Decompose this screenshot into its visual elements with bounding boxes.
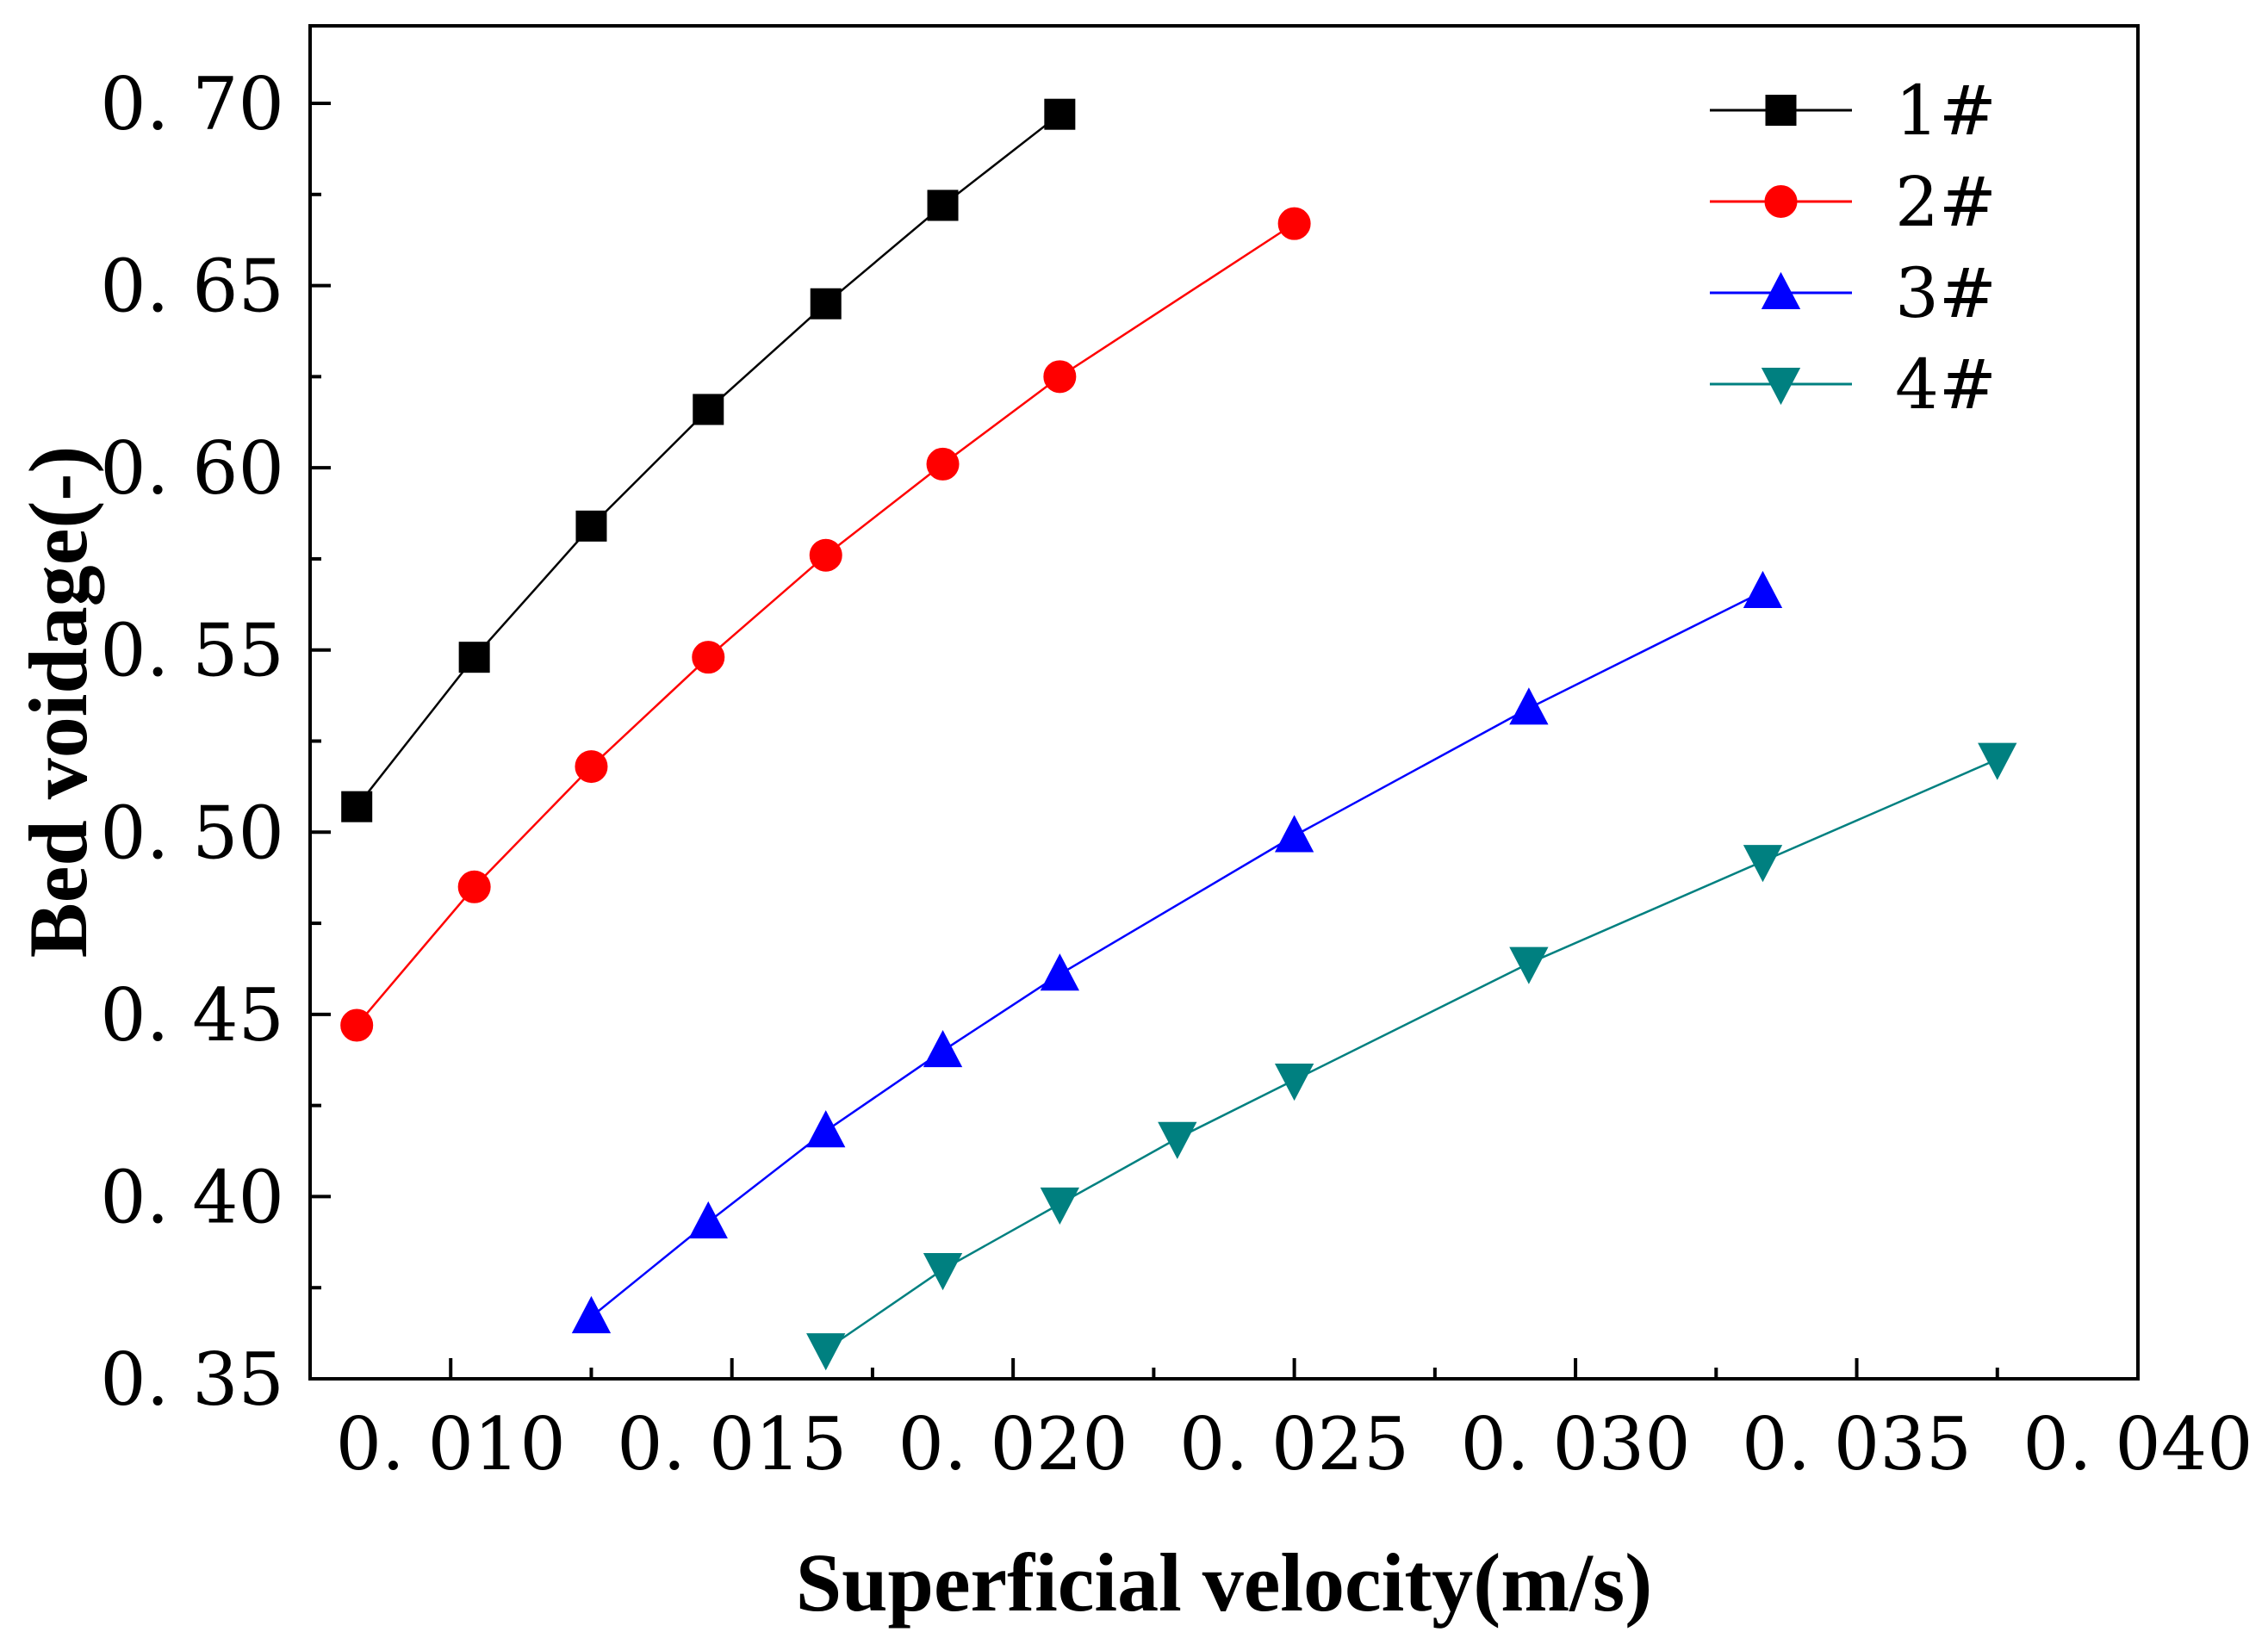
y-tick-label: 0. 55 <box>100 609 284 693</box>
data-point-series-1 <box>693 394 724 425</box>
x-tick-label: 0. 040 <box>2023 1402 2252 1486</box>
data-point-series-3 <box>688 1201 728 1239</box>
y-tick-label: 0. 60 <box>100 426 284 511</box>
axis-ticks <box>308 102 2140 1381</box>
data-point-series-4 <box>1274 1064 1314 1101</box>
y-axis-title: Bed voidage(-) <box>12 446 104 959</box>
data-point-series-3 <box>806 1110 846 1148</box>
x-tick-label: 0. 025 <box>1179 1402 1409 1486</box>
data-point-series-3 <box>1509 687 1549 725</box>
y-tick-label: 0. 50 <box>100 791 284 875</box>
y-tick-label: 0. 65 <box>100 245 284 329</box>
legend-label-2: 2# <box>1895 162 1997 242</box>
data-point-series-1 <box>810 288 842 320</box>
x-axis-title: Superficial velocity(m/s) <box>796 1536 1652 1629</box>
x-tick-label: 0. 015 <box>617 1402 847 1486</box>
x-tick-label: 0. 030 <box>1460 1402 1690 1486</box>
data-point-series-2 <box>457 870 491 903</box>
x-tick-label: 0. 020 <box>898 1402 1128 1486</box>
data-point-series-4 <box>1158 1121 1197 1159</box>
data-point-series-2 <box>692 641 725 674</box>
data-point-series-4 <box>806 1333 846 1371</box>
data-point-series-4 <box>1040 1187 1080 1226</box>
data-point-series-4 <box>1978 742 2017 780</box>
legend-marker-1 <box>1765 95 1797 126</box>
series-line-3 <box>590 590 1764 1319</box>
plot-frame <box>308 24 2140 1381</box>
legend-marker-4 <box>1761 368 1801 406</box>
series-lines <box>356 113 1998 1351</box>
data-point-series-1 <box>1044 98 1076 130</box>
data-point-series-4 <box>1509 946 1549 984</box>
data-point-series-2 <box>809 538 842 572</box>
y-tick-label: 0. 45 <box>100 973 284 1058</box>
legend: 1# 2# 3# 4# <box>1710 71 1997 425</box>
data-point-series-1 <box>575 510 607 542</box>
legend-marker-2 <box>1764 185 1798 218</box>
series-line-2 <box>356 222 1296 1027</box>
data-point-series-1 <box>927 189 959 221</box>
y-tick-label: 0. 40 <box>100 1155 284 1239</box>
y-tick-label: 0. 35 <box>100 1337 284 1422</box>
legend-label-3: 3# <box>1895 253 1997 333</box>
data-point-series-4 <box>1743 845 1783 883</box>
x-tick-label: 0. 035 <box>1742 1402 1972 1486</box>
data-point-series-1 <box>458 642 490 673</box>
series-markers <box>340 98 2017 1371</box>
legend-label-1: 1# <box>1895 71 1997 151</box>
data-point-series-3 <box>1743 570 1783 609</box>
data-point-series-2 <box>1277 207 1311 240</box>
data-point-series-3 <box>571 1295 612 1334</box>
x-tick-label: 0. 010 <box>336 1402 566 1486</box>
legend-label-4: 4# <box>1895 344 1997 425</box>
data-point-series-2 <box>340 1008 374 1042</box>
data-point-series-2 <box>926 447 960 481</box>
y-tick-label: 0. 70 <box>100 62 284 146</box>
data-point-series-2 <box>1043 360 1077 394</box>
series-line-4 <box>825 758 1998 1351</box>
data-point-series-2 <box>575 750 608 784</box>
legend-marker-3 <box>1761 271 1801 309</box>
data-point-series-3 <box>923 1030 963 1068</box>
tick-labels: 0. 010 0. 015 0. 020 0. 025 0. 030 0. 035 0. 0… <box>100 62 2252 1486</box>
data-point-series-3 <box>1274 815 1314 853</box>
data-point-series-3 <box>1040 953 1080 991</box>
data-point-series-4 <box>923 1253 963 1291</box>
data-point-series-1 <box>341 791 373 822</box>
